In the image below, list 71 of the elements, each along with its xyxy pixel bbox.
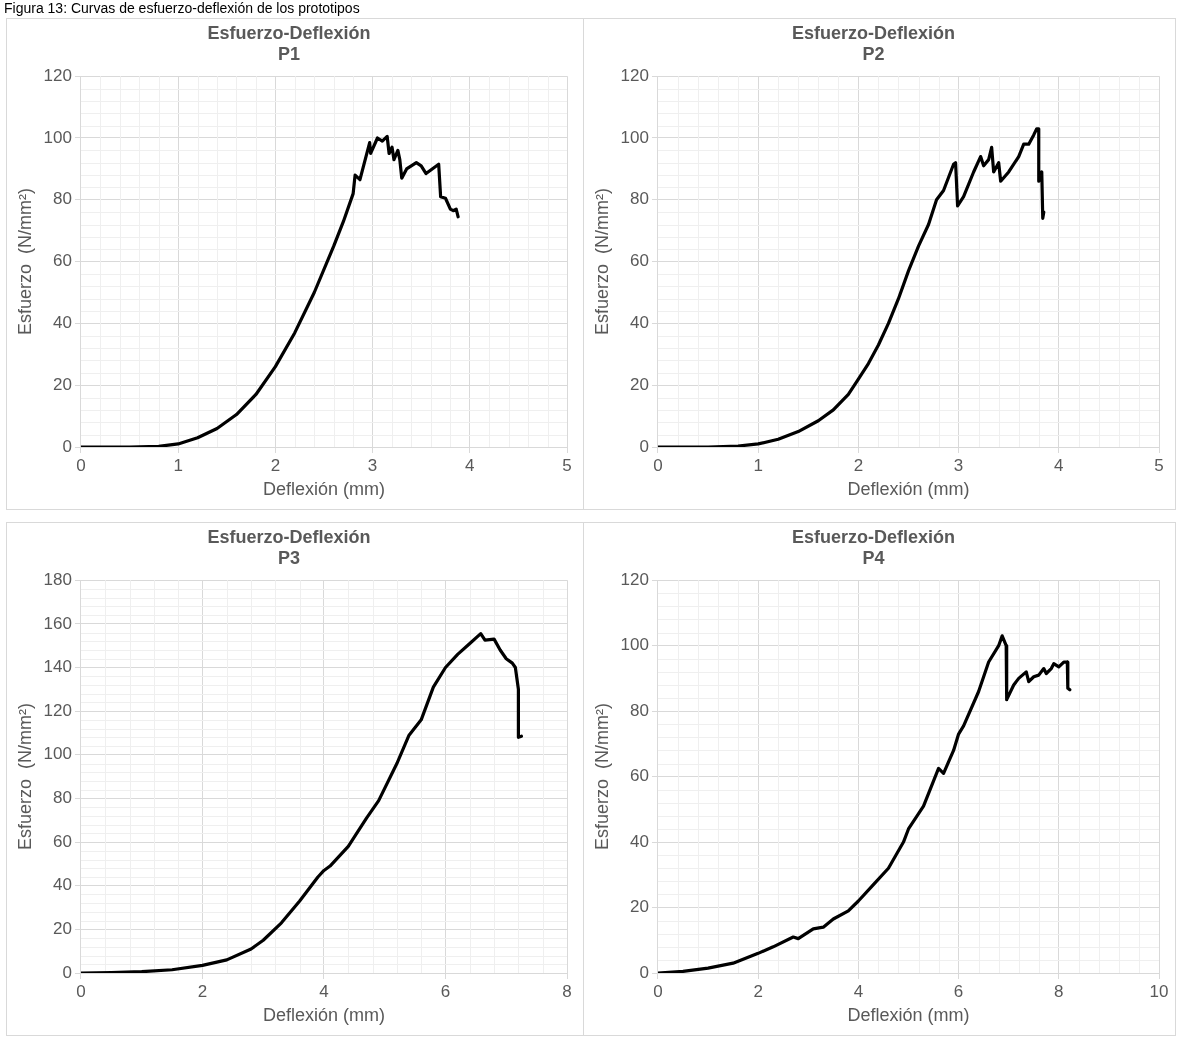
x-tick-label: 4 [319, 981, 329, 1001]
y-tick-label: 60 [630, 251, 649, 271]
y-tick-label: 120 [43, 700, 72, 720]
y-tick-label: 20 [53, 919, 72, 939]
x-axis-title: Deflexión (mm) [262, 1005, 385, 1026]
y-tick-label: 60 [630, 766, 649, 786]
y-tick-label: 100 [43, 127, 72, 147]
y-tick-label: 100 [620, 635, 649, 655]
x-tick-label: 2 [753, 981, 763, 1001]
x-tick-label: 1 [753, 455, 763, 475]
x-tick-label: 2 [197, 981, 208, 1001]
chart-title: Esfuerzo-Deflexión [207, 526, 371, 547]
chart-title: Esfuerzo-Deflexión [207, 22, 371, 43]
y-tick-label: 80 [630, 700, 649, 720]
x-tick-label: 8 [562, 981, 572, 1001]
y-tick-label: 120 [43, 65, 72, 85]
y-axis-title: Esfuerzo (N/mm²) [591, 703, 612, 851]
y-tick-label: 60 [53, 831, 72, 851]
x-axis-title: Deflexión (mm) [847, 479, 970, 500]
y-tick-label: 40 [630, 831, 649, 851]
y-axis-title: Esfuerzo (N/mm²) [14, 703, 35, 851]
y-tick-label: 0 [62, 962, 72, 982]
chart-subtitle: P1 [277, 44, 301, 65]
y-tick-label: 180 [43, 569, 72, 589]
y-tick-label: 80 [53, 189, 72, 209]
x-tick-label: 0 [76, 981, 86, 1001]
chart-subtitle: P4 [862, 548, 885, 569]
x-tick-label: 4 [465, 455, 475, 475]
x-tick-label: 0 [653, 455, 663, 475]
x-tick-label: 5 [1154, 455, 1164, 475]
x-tick-label: 4 [853, 981, 864, 1001]
chart-title: Esfuerzo-Deflexión [791, 526, 956, 547]
x-tick-label: 8 [1054, 981, 1064, 1001]
y-tick-label: 0 [62, 436, 72, 456]
y-tick-label: 80 [630, 189, 649, 209]
y-axis-title: Esfuerzo (N/mm²) [14, 188, 35, 336]
x-tick-label: 3 [953, 455, 964, 475]
y-tick-label: 120 [620, 65, 649, 85]
y-tick-label: 40 [53, 875, 72, 895]
x-tick-label: 6 [440, 981, 451, 1001]
x-axis-title: Deflexión (mm) [262, 479, 385, 500]
y-tick-label: 20 [630, 374, 649, 394]
y-tick-label: 120 [620, 569, 649, 589]
y-tick-label: 100 [43, 744, 72, 764]
y-tick-label: 160 [43, 613, 72, 633]
x-axis-title: Deflexión (mm) [847, 1005, 970, 1026]
y-tick-label: 140 [43, 657, 72, 677]
x-tick-label: 2 [853, 455, 864, 475]
x-tick-label: 0 [76, 455, 86, 475]
y-tick-label: 20 [53, 374, 72, 394]
y-axis-title: Esfuerzo (N/mm²) [591, 188, 612, 336]
y-tick-label: 20 [630, 897, 649, 917]
x-tick-label: 10 [1149, 981, 1169, 1001]
y-tick-label: 60 [53, 251, 72, 271]
text: Figura 13: Curvas de esfuerzo-deflexión de los prototipos [4, 0, 360, 16]
y-tick-label: 40 [630, 313, 649, 333]
x-tick-label: 6 [953, 981, 964, 1001]
y-tick-label: 100 [620, 127, 649, 147]
x-tick-label: 0 [653, 981, 663, 1001]
x-tick-label: 2 [270, 455, 281, 475]
chart-title: Esfuerzo-Deflexión [791, 22, 956, 43]
chart-subtitle: P3 [277, 548, 301, 569]
x-tick-label: 4 [1054, 455, 1064, 475]
y-tick-label: 0 [639, 436, 649, 456]
x-tick-label: 3 [367, 455, 378, 475]
y-tick-label: 0 [639, 962, 649, 982]
y-tick-label: 40 [53, 313, 72, 333]
x-tick-label: 1 [173, 455, 183, 475]
x-tick-label: 5 [562, 455, 572, 475]
y-tick-label: 80 [53, 788, 72, 808]
chart-subtitle: P2 [862, 44, 885, 65]
